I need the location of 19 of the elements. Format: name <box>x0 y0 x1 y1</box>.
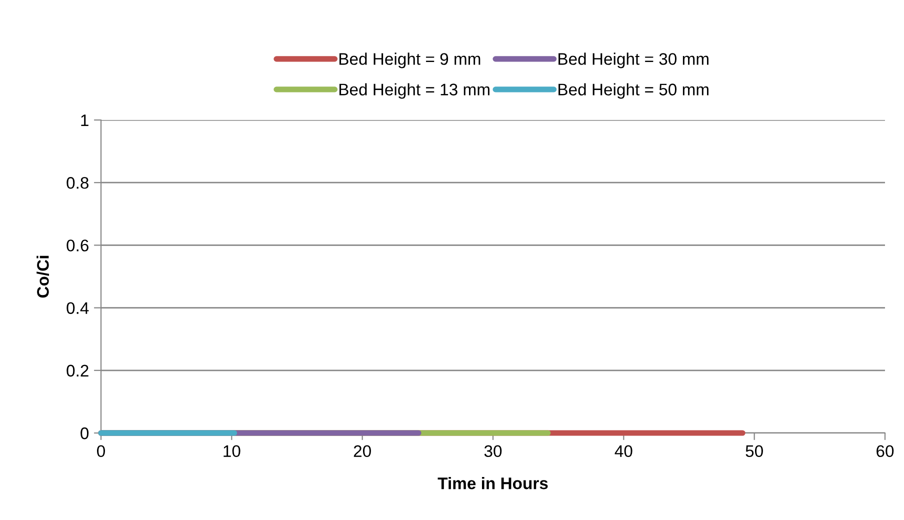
x-tick-label: 60 <box>876 445 894 458</box>
y-tick-label: 0.6 <box>66 240 88 252</box>
x-axis-title: Time in Hours <box>438 477 548 490</box>
x-tick-label: 20 <box>354 445 371 458</box>
x-tick-label: 10 <box>224 445 240 458</box>
x-tick-label: 50 <box>746 445 763 458</box>
y-tick-label: 0 <box>80 427 89 440</box>
y-tick-label: 1 <box>81 114 88 126</box>
y-tick-label: 0.8 <box>66 177 88 189</box>
legend-label: Bed Height = 13 mm <box>339 83 490 99</box>
x-tick-label: 0 <box>97 445 105 458</box>
y-tick-label: 0.2 <box>66 364 88 377</box>
y-axis-title: Co/Ci <box>36 256 50 298</box>
y-tick-label: 0.4 <box>66 302 89 314</box>
x-tick-label: 40 <box>614 445 632 458</box>
legend-label: Bed Height = 30 mm <box>558 52 708 68</box>
legend-label: Bed Height = 9 mm <box>339 52 480 68</box>
x-tick-label: 30 <box>484 445 502 458</box>
legend-label: Bed Height = 50 mm <box>558 83 708 99</box>
